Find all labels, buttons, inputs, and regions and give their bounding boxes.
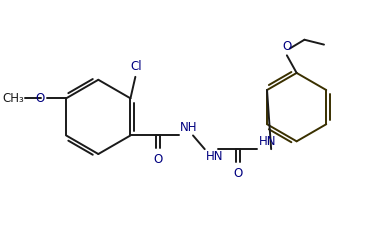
Text: HN: HN: [258, 135, 276, 148]
Text: O: O: [153, 153, 163, 166]
Text: O: O: [36, 92, 45, 105]
Text: CH₃: CH₃: [3, 92, 24, 105]
Text: Cl: Cl: [131, 60, 142, 73]
Text: NH: NH: [180, 122, 198, 135]
Text: HN: HN: [206, 150, 223, 163]
Text: O: O: [233, 167, 243, 180]
Text: O: O: [282, 40, 291, 53]
